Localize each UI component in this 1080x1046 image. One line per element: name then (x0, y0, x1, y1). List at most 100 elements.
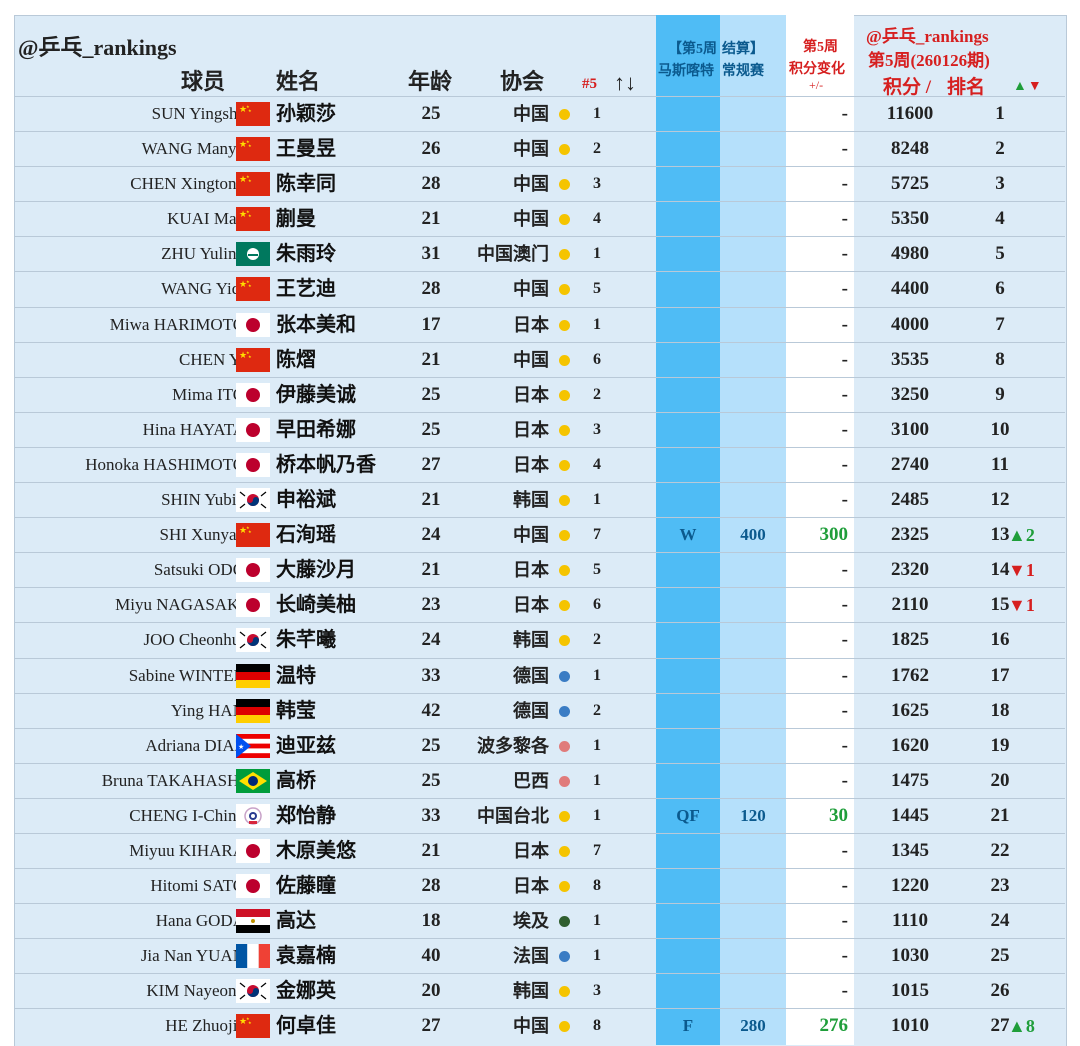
total-points: 1015 (891, 980, 929, 1002)
player-english-name: Honoka HASHIMOTO (85, 454, 245, 474)
points-change-column (786, 15, 854, 1045)
china-flag: ★ ★ ★ (236, 137, 270, 162)
table-row[interactable]: Sabine WINTER 温特 33 德国 1 - 1762 17 (15, 657, 1065, 693)
table-row[interactable]: HE Zhuojia ★ ★ ★ 何卓佳 27 中国 8 F 280 276 101… (15, 1008, 1065, 1043)
world-rank: 5 (995, 243, 1005, 265)
world-rank: 19 (990, 734, 1010, 756)
table-row[interactable]: Bruna TAKAHASHI 高桥 25 巴西 1 - 1475 20 (15, 762, 1065, 798)
world-rank: 18 (990, 699, 1010, 721)
table-row[interactable]: WANG Yidi ★ ★ ★ 王艺迪 28 中国 5 - 4400 6 (15, 271, 1065, 306)
table-row[interactable]: ZHU Yuling 朱雨玲 31 中国澳门 1 - 4980 5 (15, 236, 1065, 271)
player-association: 波多黎各 (477, 735, 549, 756)
world-rank: 22 (990, 839, 1010, 861)
svg-text:★: ★ (248, 354, 252, 359)
player-english-name: Sabine WINTER (128, 665, 245, 685)
japan-flag (236, 593, 270, 618)
table-row[interactable]: Honoka HASHIMOTO 桥本帆乃香 27 日本 4 - 2740 11 (15, 446, 1065, 482)
player-association: 埃及 (513, 911, 549, 932)
player-english-name: Jia Nan YUAN (140, 946, 245, 966)
player-english-name: SHI Xunyao (159, 525, 245, 545)
table-row[interactable]: Miyuu KIHARA 木原美悠 21 日本 7 - 1345 22 (15, 832, 1065, 868)
header-assoc-rank: #5 (582, 76, 597, 92)
player-chinese-name: 韩莹 (276, 699, 316, 722)
korea-flag (236, 488, 270, 513)
player-chinese-name: 温特 (276, 664, 316, 687)
player-english-name: SHIN Yubin (161, 490, 245, 510)
player-english-name: WANG Manyu (141, 139, 245, 159)
event-points (720, 343, 786, 377)
player-association: 日本 (513, 840, 549, 861)
world-rank: 15 (990, 594, 1010, 616)
association-rank: 5 (593, 280, 601, 298)
header-age[interactable]: 年龄 (408, 69, 453, 94)
player-chinese-name: 郑怡静 (276, 804, 336, 827)
player-association: 法国 (513, 946, 549, 967)
player-chinese-name: 高桥 (276, 769, 316, 792)
player-age: 28 (421, 875, 441, 897)
event-result-column (656, 15, 720, 1045)
world-rank: 14 (990, 559, 1010, 581)
sort-icon[interactable]: ↑↓ (614, 70, 636, 95)
player-english-name: Bruna TAKAHASHI (101, 770, 245, 790)
player-association: 中国 (513, 525, 549, 546)
header-change-sign: +/- (809, 78, 824, 92)
table-row[interactable]: Ying HAN 韩莹 42 德国 2 - 1625 18 (15, 692, 1065, 728)
association-rank: 8 (593, 1017, 601, 1035)
continent-dot-icon (559, 670, 570, 682)
svg-text:★: ★ (248, 143, 252, 148)
japan-flag (236, 382, 270, 407)
table-row[interactable]: SUN Yingsha ★ ★ ★ 孙颖莎 25 中国 1 - 11600 1 (15, 96, 1065, 131)
table-row[interactable]: Hana GODA 高达 18 埃及 1 - 1110 24 (15, 903, 1065, 938)
player-chinese-name: 蒯曼 (276, 208, 316, 231)
header-points[interactable]: 积分 / (883, 77, 932, 98)
header-association[interactable]: 协会 (500, 69, 545, 94)
player-english-name: Hana GODA (155, 911, 245, 931)
player-age: 33 (421, 664, 441, 686)
table-row[interactable]: SHIN Yubin 申裕斌 21 韩国 1 - 2485 12 (15, 482, 1065, 517)
table-row[interactable]: WANG Manyu ★ ★ ★ 王曼昱 26 中国 2 - 8248 2 (15, 131, 1065, 166)
player-association: 日本 (513, 384, 549, 405)
event-result (656, 834, 720, 868)
association-rank: 2 (593, 140, 601, 158)
table-row[interactable]: Hitomi SATO 佐藤瞳 28 日本 8 - 1220 23 (15, 868, 1065, 903)
player-chinese-name: 木原美悠 (276, 839, 356, 862)
table-row[interactable]: CHEN Yi ★ ★ ★ 陈熠 21 中国 6 - 3535 8 (15, 341, 1065, 377)
table-row[interactable]: Mima ITO 伊藤美诚 25 日本 2 - 3250 9 (15, 376, 1065, 412)
table-row[interactable]: Miyu NAGASAKI 长崎美柚 23 日本 6 - 2110 15 ▼1 (15, 587, 1065, 622)
player-association: 中国 (513, 174, 549, 195)
table-row[interactable]: Miwa HARIMOTO 张本美和 17 日本 1 - 4000 7 (15, 306, 1065, 342)
table-row[interactable]: CHENG I-Ching 郑怡静 33 中国台北 1 QF 120 30 14… (15, 797, 1065, 833)
world-rank: 20 (990, 769, 1010, 791)
world-rank: 21 (990, 804, 1010, 826)
table-row[interactable]: JOO Cheonhui 朱芊曦 24 韩国 2 - 1825 16 (15, 622, 1065, 657)
chinese-taipei-flag (236, 803, 270, 828)
world-rank: 8 (995, 348, 1005, 370)
points-change: - (841, 278, 848, 300)
continent-dot-icon (559, 810, 570, 822)
table-row[interactable]: SHI Xunyao ★ ★ ★ 石洵瑶 24 中国 7 W 400 300 232… (15, 517, 1065, 552)
table-row[interactable]: Adriana DIAZ ★ 迪亚兹 25 波多黎各 1 - 1620 19 (15, 727, 1065, 763)
table-row[interactable]: Jia Nan YUAN 袁嘉楠 40 法国 1 - 1030 25 (15, 938, 1065, 973)
continent-dot-icon (559, 109, 570, 120)
points-change: - (841, 734, 848, 756)
event-points (720, 237, 786, 271)
player-chinese-name: 王曼昱 (276, 138, 336, 161)
header-rank[interactable]: 排名 (947, 77, 986, 98)
arrow-down-icon: ▼ (1027, 79, 1043, 94)
points-change: - (841, 699, 848, 721)
table-row[interactable]: KIM Nayeong 金娜英 20 韩国 3 - 1015 26 (15, 973, 1065, 1008)
player-age: 21 (421, 839, 441, 861)
total-points: 3535 (891, 348, 929, 370)
world-rank: 24 (990, 910, 1010, 932)
table-row[interactable]: Hina HAYATA 早田希娜 25 日本 3 - 3100 10 (15, 411, 1065, 447)
player-age: 40 (421, 945, 441, 967)
player-age: 26 (421, 138, 441, 160)
total-points: 4400 (891, 278, 929, 300)
table-row[interactable]: KUAI Man ★ ★ ★ 蒯曼 21 中国 4 - 5350 4 (15, 201, 1065, 236)
association-rank: 4 (593, 210, 601, 228)
player-association: 中国 (513, 279, 549, 300)
event-result (656, 904, 720, 938)
table-row[interactable]: CHEN Xingtong ★ ★ ★ 陈幸同 28 中国 3 - 5725 3 (15, 166, 1065, 201)
player-chinese-name: 迪亚兹 (276, 734, 336, 757)
table-row[interactable]: Satsuki ODO 大藤沙月 21 日本 5 - 2320 14 ▼1 (15, 552, 1065, 587)
